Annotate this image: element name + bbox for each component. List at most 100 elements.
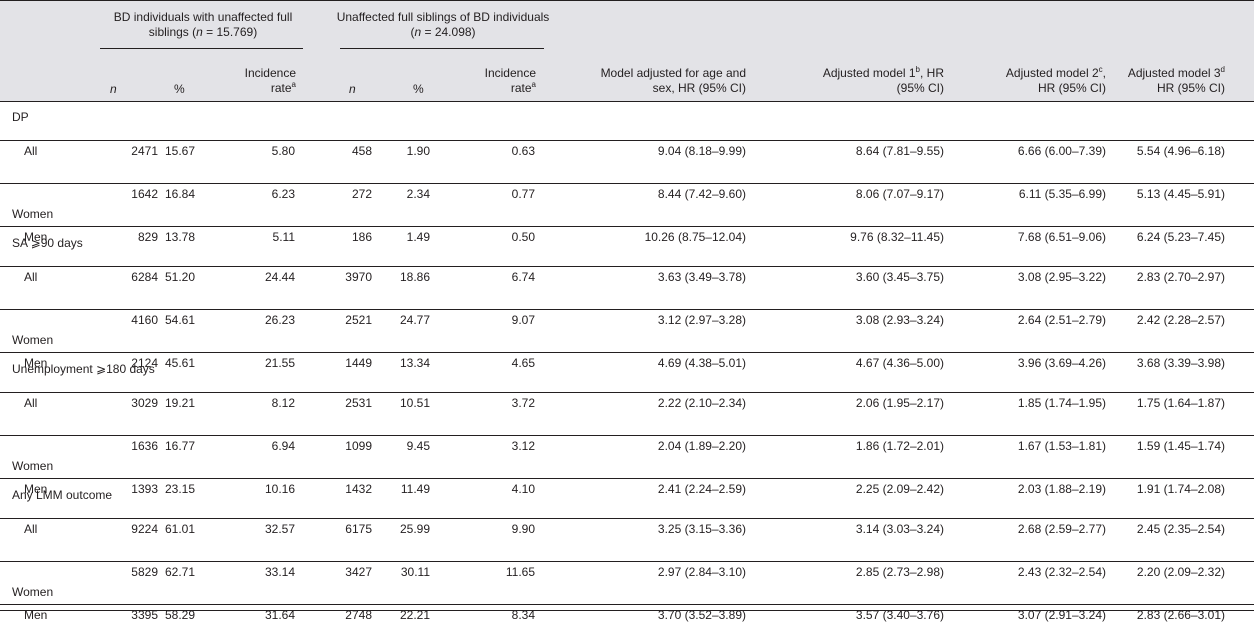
- table-cell: 61.01: [164, 522, 195, 536]
- section-title: Unemployment ⩾180 days: [12, 362, 155, 376]
- table-cell: 1.85 (1.74–1.95): [1017, 396, 1106, 410]
- table-cell: 8.12: [271, 396, 295, 410]
- table-cell: 24.44: [264, 270, 295, 284]
- table-cell: 1393: [131, 482, 158, 496]
- row-rule: [0, 266, 1254, 267]
- col-n-1: n: [110, 82, 117, 96]
- table-cell: 9224: [131, 522, 158, 536]
- table-cell: 4.69 (4.38–5.01): [657, 356, 746, 370]
- table-cell: 19.21: [164, 396, 195, 410]
- table-cell: 32.57: [264, 522, 295, 536]
- table-cell: 458: [351, 144, 372, 158]
- table-cell: 9.04 (8.18–9.99): [657, 144, 746, 158]
- table-cell: 2.25 (2.09–2.42): [855, 482, 944, 496]
- table-cell: 1642: [131, 187, 158, 201]
- row-label: Men: [24, 356, 48, 370]
- table-cell: 3.12 (2.97–3.28): [657, 313, 746, 327]
- table-cell: 5.54 (4.96–6.18): [1136, 144, 1225, 158]
- table-cell: 1432: [345, 482, 372, 496]
- table-cell: 2124: [131, 356, 158, 370]
- table-cell: 3.14 (3.03–3.24): [855, 522, 944, 536]
- row-rule: [0, 518, 1254, 519]
- row-rule: [0, 604, 1254, 605]
- table-cell: 2.42 (2.28–2.57): [1136, 313, 1225, 327]
- table-cell: 18.86: [399, 270, 430, 284]
- table-cell: 15.67: [164, 144, 195, 158]
- row-rule: [0, 140, 1254, 141]
- table-cell: 2.03 (1.88–2.19): [1017, 482, 1106, 496]
- table-cell: 30.11: [400, 565, 430, 579]
- col-model-3: Adjusted model 3d HR (95% CI): [1127, 65, 1225, 96]
- table-cell: 2.97 (2.84–3.10): [657, 565, 746, 579]
- col-incidence-2: Incidence ratea: [484, 66, 536, 95]
- row-rule: [0, 435, 1254, 436]
- table-cell: 16.77: [164, 439, 195, 453]
- table-cell: 4.10: [511, 482, 535, 496]
- row-label: All: [24, 396, 38, 410]
- col-model-2: Adjusted model 2c, HR (95% CI): [1005, 65, 1106, 96]
- table-cell: 9.90: [511, 522, 535, 536]
- table-cell: 5.13 (4.45–5.91): [1136, 187, 1225, 201]
- table-cell: 2.45 (2.35–2.54): [1136, 522, 1225, 536]
- table-cell: 54.61: [164, 313, 195, 327]
- table-cell: 2.34: [406, 187, 430, 201]
- group1-underline: [100, 48, 303, 49]
- table-cell: 3427: [345, 565, 372, 579]
- table-cell: 10.16: [264, 482, 295, 496]
- table-cell: 45.61: [164, 356, 195, 370]
- table-cell: 1449: [345, 356, 372, 370]
- row-rule: [0, 226, 1254, 227]
- table-cell: 2.68 (2.59–2.77): [1017, 522, 1106, 536]
- table-cell: 6175: [345, 522, 372, 536]
- table-cell: 23.15: [164, 482, 195, 496]
- table-cell: 0.50: [511, 230, 535, 244]
- table-cell: 2.83 (2.70–2.97): [1136, 270, 1225, 284]
- row-rule: [0, 183, 1254, 184]
- table-cell: 2.06 (1.95–2.17): [855, 396, 944, 410]
- table-cell: 10.51: [399, 396, 430, 410]
- table-cell: 186: [351, 230, 372, 244]
- table-cell: 33.14: [264, 565, 295, 579]
- table-cell: 6.66 (6.00–7.39): [1017, 144, 1106, 158]
- table-cell: 3.96 (3.69–4.26): [1017, 356, 1106, 370]
- section-title: DP: [12, 110, 29, 124]
- row-rule: [0, 561, 1254, 562]
- group1-header: BD individuals with unaffected full sibl…: [113, 10, 293, 39]
- table-cell: 3.12: [511, 439, 535, 453]
- table-cell: 4160: [131, 313, 158, 327]
- table-cell: 1.86 (1.72–2.01): [855, 439, 944, 453]
- group2-underline: [340, 48, 544, 49]
- table-cell: 2.20 (2.09–2.32): [1136, 565, 1225, 579]
- table-cell: 1099: [345, 439, 372, 453]
- table-cell: 9.76 (8.32–11.45): [850, 230, 944, 244]
- col-n-2: n: [349, 82, 356, 96]
- table-cell: 10.26 (8.75–12.04): [644, 230, 746, 244]
- table-cell: 2.22 (2.10–2.34): [657, 396, 746, 410]
- table-cell: 3.08 (2.95–3.22): [1017, 270, 1106, 284]
- table-cell: 829: [137, 230, 158, 244]
- section-title: Any LMM outcome: [12, 488, 113, 502]
- col-model-1: Adjusted model 1b, HR (95% CI): [822, 65, 944, 96]
- table-cell: 6.94: [271, 439, 295, 453]
- table-cell: 25.99: [399, 522, 430, 536]
- row-label: Men: [24, 230, 48, 244]
- table-cell: 8.64 (7.81–9.55): [855, 144, 944, 158]
- table-cell: 3.68 (3.39–3.98): [1136, 356, 1225, 370]
- table-cell: 26.23: [264, 313, 295, 327]
- group2-header: Unaffected full siblings of BD individua…: [336, 10, 550, 39]
- table-cell: 3.63 (3.49–3.78): [657, 270, 746, 284]
- table-cell: 5.11: [272, 230, 295, 244]
- table-cell: 0.77: [511, 187, 535, 201]
- col-model-age-sex: Model adjusted for age and sex, HR (95% C…: [600, 66, 746, 95]
- section-title: SA ⩾90 days: [12, 236, 83, 250]
- table-cell: 1.67 (1.53–1.81): [1017, 439, 1106, 453]
- table-cell: 2.85 (2.73–2.98): [855, 565, 944, 579]
- table-cell: 4.65: [511, 356, 535, 370]
- table-cell: 4.67 (4.36–5.00): [855, 356, 944, 370]
- row-label: Men: [24, 482, 48, 496]
- table-cell: 11.49: [400, 482, 430, 496]
- table-cell: 2531: [345, 396, 372, 410]
- table-cell: 2.04 (1.89–2.20): [657, 439, 746, 453]
- col-pct-2: %: [413, 82, 424, 96]
- row-label: Women: [12, 459, 54, 473]
